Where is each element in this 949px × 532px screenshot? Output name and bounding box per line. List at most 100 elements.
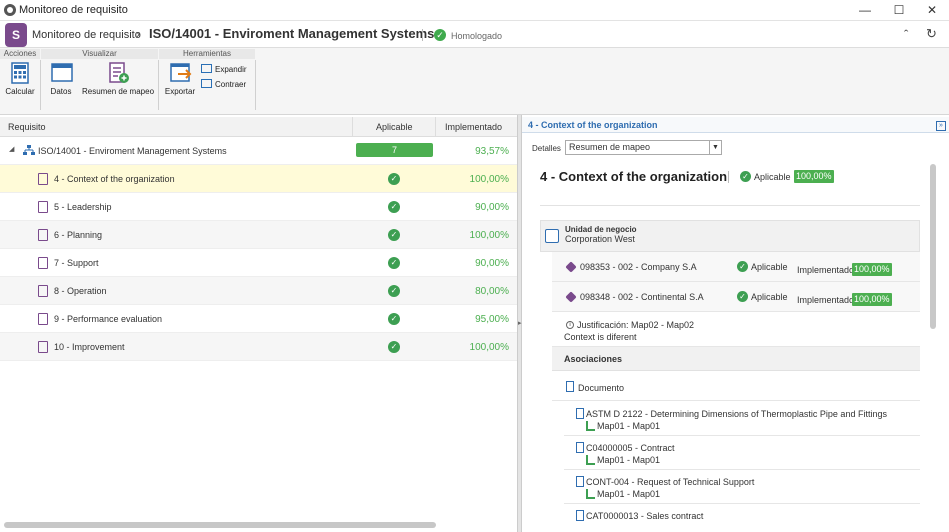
document-icon — [576, 510, 584, 521]
check-icon: ✓ — [388, 341, 400, 353]
check-icon: ✓ — [388, 201, 400, 213]
detalles-select[interactable]: Resumen de mapeo ▼ — [565, 140, 722, 155]
justificacion-text: Context is diferent — [564, 332, 637, 342]
requirement-icon — [38, 257, 48, 269]
minimize-button[interactable]: — — [859, 3, 871, 17]
requirement-icon — [38, 313, 48, 325]
row-implementado: 90,00% — [475, 258, 509, 269]
col-aplicable[interactable]: Aplicable — [376, 122, 413, 132]
document-icon — [576, 408, 584, 419]
window-titlebar: Monitoreo de requisito — ☐ ✕ — [0, 0, 949, 21]
company-implementado-label: Implementado — [797, 265, 855, 275]
business-unit-icon — [545, 229, 559, 243]
row-label: 10 - Improvement — [54, 342, 125, 352]
collapse-up-icon[interactable]: ˆ — [904, 27, 909, 42]
table-row[interactable]: 7 - Support ✓ 90,00% — [0, 249, 517, 277]
row-label: 6 - Planning — [54, 230, 103, 240]
company-aplicable: Aplicable — [751, 262, 788, 272]
row-implementado: 100,00% — [469, 342, 509, 353]
detalles-value: Resumen de mapeo — [569, 142, 651, 152]
info-icon: i — [566, 321, 574, 329]
homologado-icon: ✓ — [434, 29, 446, 41]
row-implementado: 100,00% — [469, 230, 509, 241]
grid-header: Requisito Aplicable Implementado — [0, 117, 517, 137]
table-row-root[interactable]: ◢ ISO/14001 - Enviroment Management Syst… — [0, 137, 517, 165]
document-row[interactable]: C04000005 - Contract Map01 - Map01 — [564, 436, 920, 470]
close-button[interactable]: ✕ — [926, 3, 938, 17]
table-row[interactable]: 5 - Leadership ✓ 90,00% — [0, 193, 517, 221]
col-implementado[interactable]: Implementado — [445, 122, 503, 132]
document-map: Map01 - Map01 — [597, 455, 661, 465]
col-requisito[interactable]: Requisito — [8, 122, 46, 132]
company-aplicable: Aplicable — [751, 292, 788, 302]
document-row[interactable]: CONT-004 - Request of Technical Support … — [564, 470, 920, 504]
root-label: ISO/14001 - Enviroment Management System… — [38, 146, 227, 156]
asociaciones-header: Asociaciones — [552, 347, 920, 371]
exportar-button[interactable]: Exportar — [163, 62, 197, 96]
requirement-icon — [38, 229, 48, 241]
company-icon — [565, 261, 577, 273]
maximize-button[interactable]: ☐ — [893, 3, 905, 17]
check-icon: ✓ — [388, 313, 400, 325]
documento-label: Documento — [578, 383, 625, 393]
requirement-icon — [38, 201, 48, 213]
mapping-summary-icon — [108, 62, 129, 84]
check-icon: ✓ — [388, 285, 400, 297]
horizontal-scrollbar[interactable] — [4, 522, 436, 528]
breadcrumb-root[interactable]: Monitoreo de requisito — [32, 29, 141, 41]
root-implementado: 93,57% — [475, 146, 509, 157]
document-icon — [566, 381, 574, 392]
col-divider — [352, 117, 353, 137]
export-icon — [170, 62, 192, 84]
refresh-icon[interactable]: ↻ — [926, 26, 937, 41]
document-row[interactable]: ASTM D 2122 - Determining Dimensions of … — [564, 402, 920, 436]
contraer-button[interactable]: Contraer — [201, 79, 246, 89]
collapse-panel-icon[interactable]: » — [936, 121, 946, 131]
company-row[interactable]: 098353 - 002 - Company S.A ✓ Aplicable I… — [552, 252, 920, 282]
table-row[interactable]: 10 - Improvement ✓ 100,00% — [0, 333, 517, 361]
documento-section[interactable]: Documento — [552, 373, 920, 401]
row-implementado: 95,00% — [475, 314, 509, 325]
table-row[interactable]: 8 - Operation ✓ 80,00% — [0, 277, 517, 305]
unidad-negocio-box: Unidad de negocio Corporation West — [540, 220, 920, 252]
vertical-scrollbar[interactable] — [930, 164, 936, 329]
group-herramientas-label: Herramientas — [159, 49, 255, 59]
check-icon: ✓ — [388, 173, 400, 185]
datos-button[interactable]: Datos — [46, 62, 76, 96]
row-label: 8 - Operation — [54, 286, 107, 296]
ribbon-toolbar: Acciones Visualizar Herramientas Calcula… — [0, 48, 949, 115]
table-row[interactable]: 4 - Context of the organization ✓ 100,00… — [0, 165, 517, 193]
row-implementado: 100,00% — [469, 174, 509, 185]
resumen-mapeo-button[interactable]: Resumen de mapeo — [80, 62, 156, 96]
calcular-button[interactable]: Calcular — [3, 62, 37, 96]
document-title: CAT0000013 - Sales contract — [586, 511, 704, 521]
page-title: ISO/14001 - Enviroment Management System… — [149, 26, 435, 41]
expandir-button[interactable]: Expandir — [201, 64, 247, 74]
hierarchy-icon — [23, 145, 35, 156]
pct-badge: 100,00% — [852, 293, 892, 306]
check-icon: ✓ — [737, 291, 748, 302]
contraer-label: Contraer — [215, 80, 247, 89]
requirement-icon — [38, 285, 48, 297]
panel-splitter[interactable]: ▸ — [517, 115, 522, 532]
datos-label: Datos — [50, 87, 72, 96]
group-acciones-label: Acciones — [0, 49, 40, 59]
pct-badge: 100,00% — [852, 263, 892, 276]
tree-collapse-icon[interactable]: ◢ — [9, 146, 15, 153]
collapse-icon — [201, 79, 212, 88]
document-row[interactable]: CAT0000013 - Sales contract — [564, 504, 920, 532]
ribbon-divider — [158, 60, 159, 110]
aplicable-count-bar: 7 — [356, 143, 433, 157]
requirement-icon — [38, 173, 48, 185]
calcular-label: Calcular — [5, 87, 35, 96]
requirement-icon — [38, 341, 48, 353]
header-divider — [422, 29, 423, 41]
table-row[interactable]: 6 - Planning ✓ 100,00% — [0, 221, 517, 249]
table-row[interactable]: 9 - Performance evaluation ✓ 95,00% — [0, 305, 517, 333]
unidad-value: Corporation West — [565, 234, 635, 244]
row-implementado: 80,00% — [475, 286, 509, 297]
company-row[interactable]: 098348 - 002 - Continental S.A ✓ Aplicab… — [552, 282, 920, 312]
document-title: C04000005 - Contract — [586, 443, 675, 453]
ribbon-divider — [40, 60, 41, 110]
window-data-icon — [51, 62, 73, 84]
